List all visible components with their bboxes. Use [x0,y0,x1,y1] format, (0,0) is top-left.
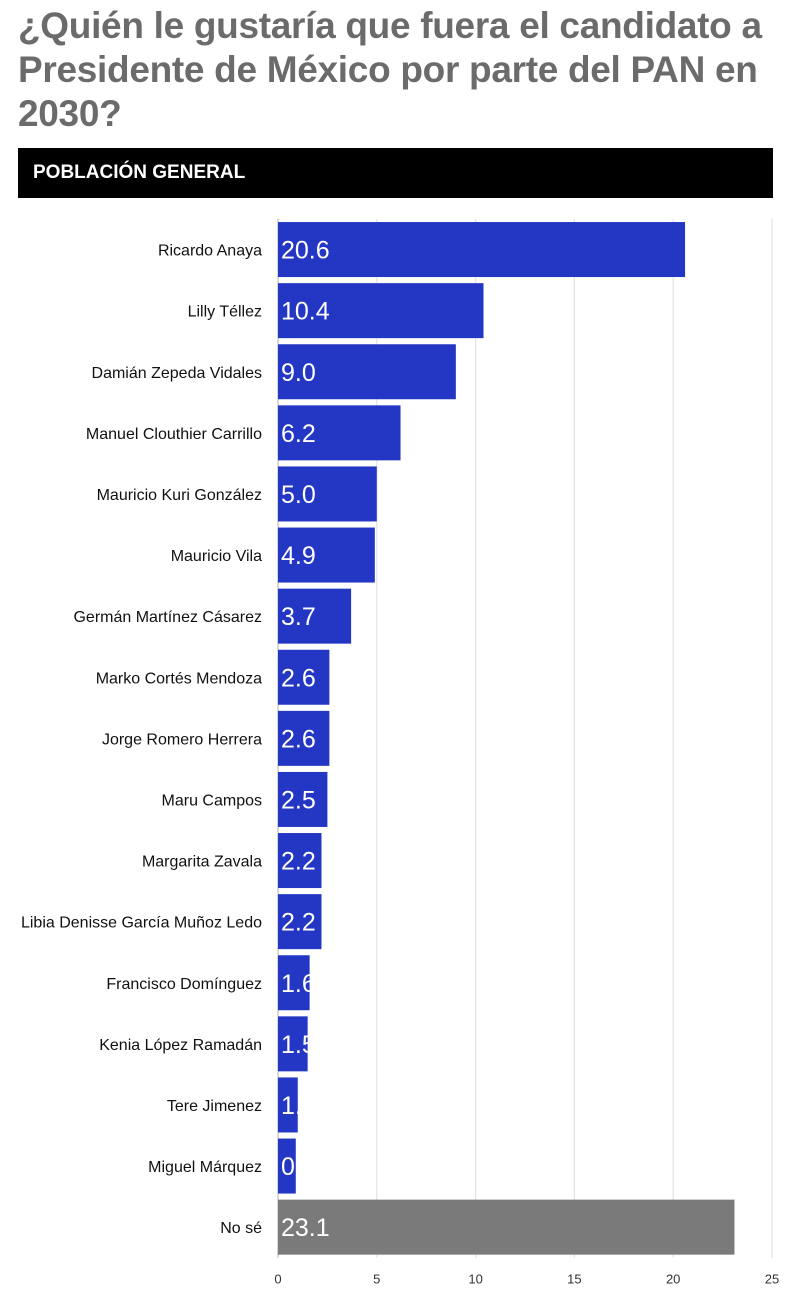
value-label: 23.1 [281,1214,330,1242]
value-label: 5.0 [281,481,316,509]
bar [278,344,456,400]
category-labels: Ricardo Anaya Lilly Téllez Damián Zepeda V… [21,243,262,1238]
value-label: 2.2 [281,909,316,937]
category-label: Germán Martínez Cásarez [73,609,262,626]
value-label: 0.9 [281,1153,316,1181]
category-label: Ricardo Anaya [158,243,262,260]
category-label: Manuel Clouthier Carrillo [86,426,262,443]
bar [278,649,330,705]
category-label: Miguel Márquez [148,1159,262,1176]
category-label: Damián Zepeda Vidales [92,365,262,382]
category-label: Mauricio Kuri González [97,487,262,504]
population-banner: POBLACIÓN GENERAL [18,148,773,198]
value-label: 1.0 [281,1092,316,1120]
value-label: 3.7 [281,603,316,631]
value-label: 4.9 [281,542,316,570]
value-label: 1.5 [281,1031,316,1059]
x-tick-label: 5 [373,1272,380,1287]
bar [278,833,322,889]
value-label: 2.5 [281,786,316,814]
category-label: Tere Jimenez [167,1098,262,1115]
category-label: Jorge Romero Herrera [102,731,262,748]
bar [278,1016,308,1072]
value-label: 1.6 [281,970,316,998]
x-axis-ticks: 0 5 10 15 20 25 [274,1272,779,1287]
bar [278,771,328,827]
bar [278,1199,735,1255]
bars [278,222,735,1255]
category-label: Maru Campos [162,792,262,809]
bar [278,405,401,461]
bar [278,588,352,644]
value-label: 2.6 [281,664,316,692]
bar [278,1138,296,1194]
value-labels: 20.6 10.4 9.0 6.2 5.0 4.9 3.7 2.6 2.6 2.5 2.2 2.2 1.… [281,237,330,1243]
bar [278,527,375,583]
x-tick-label: 20 [666,1272,680,1287]
category-label: Marko Cortés Mendoza [96,670,262,687]
category-label: No sé [220,1220,262,1237]
category-label: Libia Denisse García Muñoz Ledo [21,915,262,932]
bar [278,894,322,950]
value-label: 6.2 [281,420,316,448]
bar [278,955,310,1011]
category-label: Mauricio Vila [171,548,262,565]
bar [278,283,484,339]
x-tick-label: 10 [468,1272,482,1287]
bar [278,466,377,522]
bar [278,710,330,766]
value-label: 20.6 [281,237,330,265]
chart-title: ¿Quién le gustaría que fuera el candidat… [18,5,762,134]
x-tick-label: 15 [567,1272,581,1287]
value-label: 2.6 [281,725,316,753]
bar [278,222,686,278]
category-label: Kenia López Ramadán [99,1037,262,1054]
bar [278,1077,298,1133]
category-label: Margarita Zavala [142,854,262,871]
value-label: 9.0 [281,359,316,387]
category-label: Francisco Domínguez [106,976,262,993]
value-label: 10.4 [281,298,330,326]
x-tick-label: 25 [765,1272,779,1287]
category-label: Lilly Téllez [188,304,262,321]
value-label: 2.2 [281,848,316,876]
x-tick-label: 0 [274,1272,281,1287]
